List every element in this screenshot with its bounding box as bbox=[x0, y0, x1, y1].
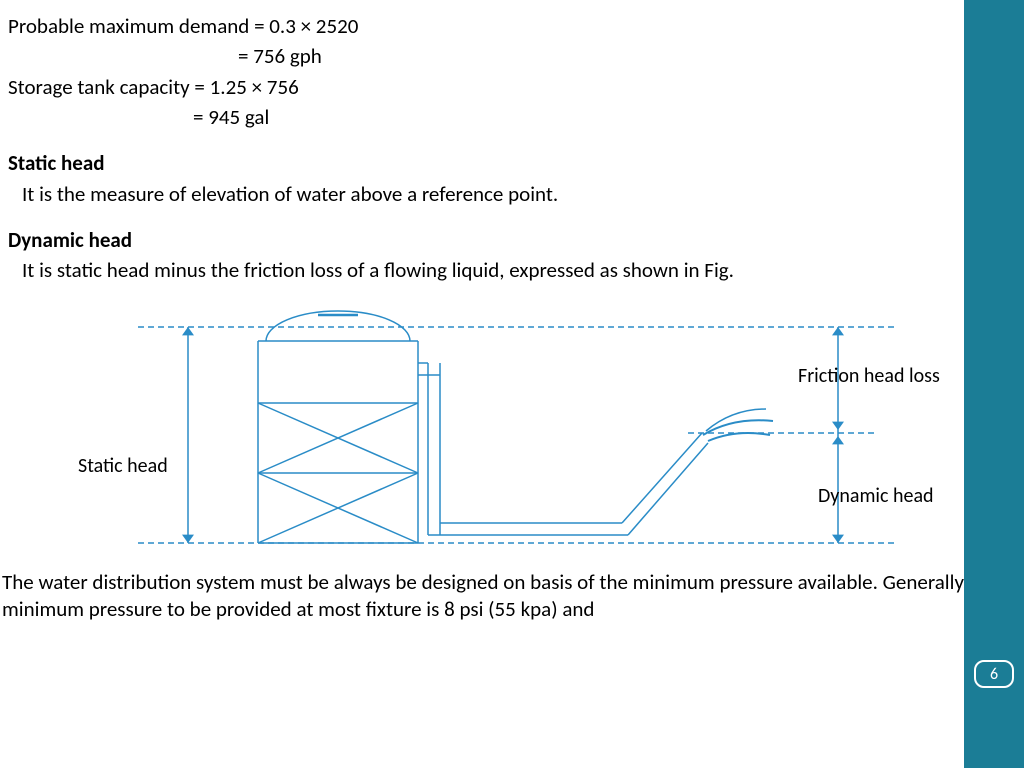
static-head-body: It is the measure of elevation of water … bbox=[8, 180, 1016, 208]
calc-line-1: Probable maximum demand = 0.3 × 2520 bbox=[8, 12, 1016, 40]
diagram: Static head Friction head loss Dynamic h… bbox=[8, 303, 968, 563]
static-head-title: Static head bbox=[8, 149, 1016, 177]
calc-line-4: = 945 gal bbox=[8, 103, 1016, 131]
sidebar-accent bbox=[964, 0, 1024, 768]
diagram-svg bbox=[8, 303, 968, 563]
calc-line-3: Storage tank capacity = 1.25 × 756 bbox=[8, 73, 1016, 101]
bottom-paragraph: The water distribution system must be al… bbox=[0, 563, 1024, 624]
main-content: Probable maximum demand = 0.3 × 2520 = 7… bbox=[0, 0, 1024, 563]
label-static-head: Static head bbox=[78, 453, 168, 480]
label-friction-loss: Friction head loss bbox=[798, 363, 940, 390]
calc-line-2: = 756 gph bbox=[8, 42, 1016, 70]
page-number-badge: 6 bbox=[974, 660, 1014, 688]
dynamic-head-title: Dynamic head bbox=[8, 226, 1016, 254]
dynamic-head-body: It is static head minus the friction los… bbox=[8, 256, 1016, 284]
label-dynamic-head: Dynamic head bbox=[818, 483, 934, 510]
page-number: 6 bbox=[990, 665, 998, 684]
